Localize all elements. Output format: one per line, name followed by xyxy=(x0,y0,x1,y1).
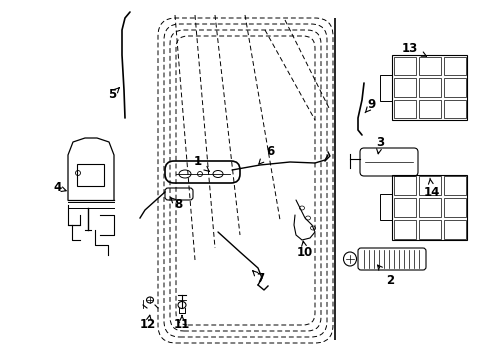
Bar xyxy=(418,78,440,97)
Bar xyxy=(379,75,391,100)
Bar xyxy=(393,78,415,97)
Text: 3: 3 xyxy=(375,136,383,154)
Text: 6: 6 xyxy=(258,145,274,164)
Bar xyxy=(418,198,440,217)
Bar xyxy=(391,175,466,240)
Text: 1: 1 xyxy=(194,156,209,171)
Bar xyxy=(393,176,415,195)
Text: 2: 2 xyxy=(377,265,393,287)
Text: 11: 11 xyxy=(174,316,190,332)
Bar xyxy=(418,100,440,118)
Bar xyxy=(443,198,465,217)
Text: 9: 9 xyxy=(365,99,375,113)
Bar xyxy=(418,57,440,75)
Bar xyxy=(443,57,465,75)
Bar xyxy=(393,57,415,75)
Bar xyxy=(393,220,415,238)
Text: 10: 10 xyxy=(296,241,312,258)
Bar xyxy=(77,164,104,186)
Bar xyxy=(443,78,465,97)
Text: 13: 13 xyxy=(401,41,426,56)
Text: 5: 5 xyxy=(108,88,119,102)
Bar xyxy=(391,55,466,120)
Bar xyxy=(393,198,415,217)
Bar xyxy=(443,176,465,195)
Bar xyxy=(379,194,391,220)
Bar xyxy=(393,100,415,118)
Bar xyxy=(418,176,440,195)
Bar xyxy=(443,220,465,238)
Bar xyxy=(443,100,465,118)
Bar xyxy=(418,220,440,238)
Text: 8: 8 xyxy=(170,198,182,211)
Text: 7: 7 xyxy=(252,271,264,284)
Text: 14: 14 xyxy=(423,178,439,199)
Text: 4: 4 xyxy=(54,181,66,194)
Text: 12: 12 xyxy=(140,315,156,332)
